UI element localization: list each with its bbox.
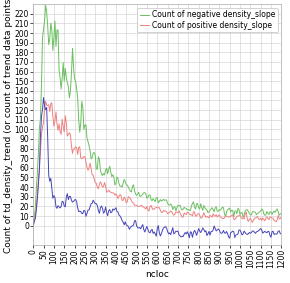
Count of positive density_slope <box>60 117 64 121</box>
Count of positive density_slope <box>127 195 130 198</box>
Count of positive density_slope <box>232 217 235 221</box>
Y-axis label: Count of td_density_trend (or count of trend data points): Count of td_density_trend (or count of t… <box>4 0 13 253</box>
Count of positive density_slope <box>278 217 281 220</box>
Count of negative density_slope <box>32 221 35 224</box>
Count of positive density_slope <box>44 100 47 103</box>
Count of negative density_slope <box>127 185 130 189</box>
Count of positive density_slope <box>32 224 35 227</box>
Line: Count of positive density_slope: Count of positive density_slope <box>33 101 281 226</box>
Count of negative density_slope <box>60 76 64 80</box>
Count of negative density_slope <box>280 211 283 215</box>
Count of positive density_slope <box>174 210 178 214</box>
Count of negative density_slope <box>44 4 47 7</box>
Count of negative density_slope <box>215 209 219 213</box>
Line: Count of negative density_slope: Count of negative density_slope <box>33 5 281 222</box>
Count of positive density_slope <box>215 215 219 219</box>
Legend: Count of negative density_slope, Count of positive density_slope: Count of negative density_slope, Count o… <box>137 8 278 32</box>
X-axis label: ncloc: ncloc <box>145 270 169 279</box>
Count of negative density_slope <box>278 213 281 217</box>
Count of positive density_slope <box>280 215 283 218</box>
Count of negative density_slope <box>232 215 235 218</box>
Count of negative density_slope <box>174 209 178 213</box>
